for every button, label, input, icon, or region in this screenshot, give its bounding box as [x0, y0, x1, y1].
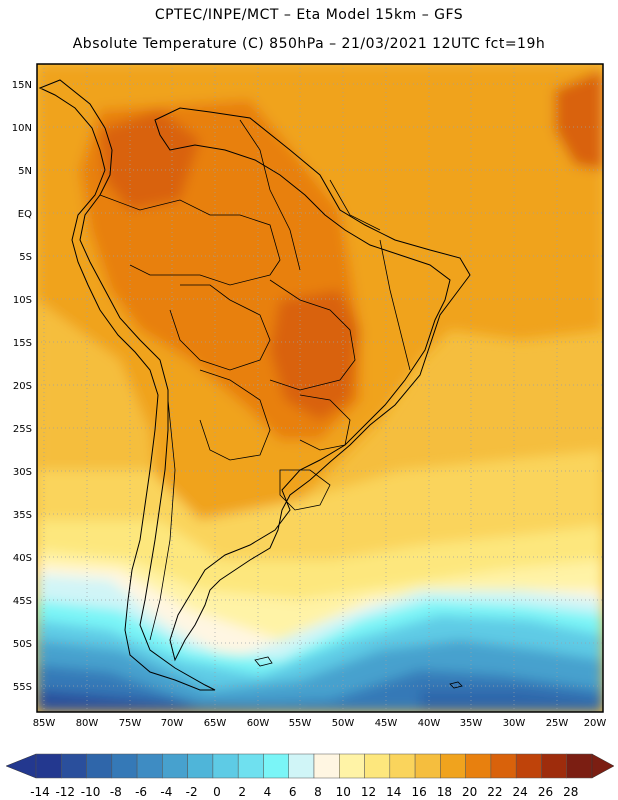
colorbar-label: -4	[160, 785, 172, 799]
lon-label: 65W	[204, 718, 227, 729]
lon-label: 40W	[418, 718, 441, 729]
colorbar-label: 12	[361, 785, 376, 799]
lat-label: 20S	[13, 381, 32, 392]
colorbar-cell	[414, 753, 441, 779]
lon-label: 30W	[503, 718, 526, 729]
lat-label: 25S	[13, 424, 32, 435]
lon-label: 35W	[460, 718, 483, 729]
colorbar-cell	[465, 753, 492, 779]
band-neg12-neg10	[37, 690, 280, 712]
lat-label: 15S	[13, 338, 32, 349]
colorbar-cell	[61, 753, 87, 779]
colorbar-cells	[5, 753, 615, 779]
colorbar-label: 2	[238, 785, 246, 799]
lat-lon-grid	[37, 64, 603, 712]
temperature-field	[37, 64, 603, 712]
colorbar-low-arrow	[5, 753, 37, 779]
falkland-islands	[254, 656, 273, 667]
colorbar-cell	[490, 753, 517, 779]
colorbar-label: 20	[462, 785, 477, 799]
colorbar-cell	[162, 753, 188, 779]
colorbar-cell	[187, 753, 214, 779]
colorbar-label: 24	[513, 785, 528, 799]
colorbar-label: 10	[336, 785, 351, 799]
band-16-18-pacific	[37, 300, 160, 520]
colorbar-cell	[566, 753, 593, 779]
colorbar-cell	[339, 753, 365, 779]
colorbar-cell	[515, 753, 542, 779]
map-frame	[36, 63, 604, 713]
lat-label: 55S	[13, 682, 32, 693]
lat-label: 10S	[13, 295, 32, 306]
colorbar-cell	[389, 753, 416, 779]
colorbar-cell	[288, 753, 315, 779]
colorbar-label: 0	[213, 785, 221, 799]
band-22-24-atlantic	[555, 70, 603, 170]
lat-label: 5S	[19, 252, 32, 263]
lat-label: 50S	[13, 639, 32, 650]
lon-label: 25W	[546, 718, 569, 729]
lat-label: EQ	[18, 209, 32, 220]
colorbar-high-arrow	[591, 753, 615, 779]
band-neg10-neg8	[420, 690, 603, 712]
colorbar-label: -6	[135, 785, 147, 799]
lat-label: 40S	[13, 553, 32, 564]
colorbar-label: 14	[386, 785, 401, 799]
country-borders	[99, 119, 411, 641]
lon-label: 20W	[584, 718, 607, 729]
colorbar-cell	[364, 753, 391, 779]
lat-label: 35S	[13, 510, 32, 521]
lon-label: 85W	[33, 718, 56, 729]
colorbar-cell	[111, 753, 138, 779]
lat-label: 30S	[13, 467, 32, 478]
colorbar-label: 28	[563, 785, 578, 799]
lat-label: 10N	[12, 123, 32, 134]
latitude-axis: 15N 10N 5N EQ 5S 10S 15S 20S 25S 30S 35S…	[12, 80, 32, 693]
colorbar-label: 16	[411, 785, 426, 799]
lat-label: 15N	[12, 80, 32, 91]
lon-label: 45W	[375, 718, 398, 729]
colorbar-label: 26	[538, 785, 553, 799]
south-georgia	[449, 681, 463, 689]
colorbar-cell	[35, 753, 62, 779]
south-america-coastline	[38, 79, 471, 691]
colorbar-cell	[440, 753, 466, 779]
map-title-line2: Absolute Temperature (C) 850hPa – 21/03/…	[72, 36, 546, 52]
colorbar-cell	[313, 753, 340, 779]
colorbar-label: 18	[437, 785, 452, 799]
colorbar-cell	[541, 753, 567, 779]
lat-label: 5N	[18, 166, 32, 177]
colorbar-label: 4	[264, 785, 272, 799]
lon-label: 55W	[289, 718, 312, 729]
colorbar-cell	[136, 753, 163, 779]
lon-label: 60W	[247, 718, 270, 729]
lat-label: 45S	[13, 596, 32, 607]
colorbar-label: -10	[81, 785, 101, 799]
colorbar-labels: -14 -12 -10 -8 -6 -4 -2 0 2 4 6 8 10 12 14 16 18 20 22 24 26…	[30, 785, 578, 799]
band-22-24-north	[100, 110, 200, 210]
colorbar-label: -2	[186, 785, 198, 799]
lon-label: 80W	[76, 718, 99, 729]
lon-label: 70W	[161, 718, 184, 729]
colorbar-label: 8	[314, 785, 322, 799]
colorbar-label: -14	[30, 785, 50, 799]
colorbar-label: 6	[289, 785, 297, 799]
colorbar-label: 22	[487, 785, 502, 799]
longitude-axis: 85W 80W 75W 70W 65W 60W 55W 50W 45W 40W …	[33, 718, 607, 729]
colorbar-label: -12	[55, 785, 75, 799]
colorbar-label: -8	[110, 785, 122, 799]
colorbar-cell	[237, 753, 264, 779]
colorbar-cell	[212, 753, 239, 779]
colorbar-cell	[86, 753, 113, 779]
lon-label: 75W	[119, 718, 142, 729]
map-title-line1: CPTEC/INPE/MCT – Eta Model 15km – GFS	[154, 7, 464, 23]
colorbar-cell	[263, 753, 289, 779]
lon-label: 50W	[332, 718, 355, 729]
